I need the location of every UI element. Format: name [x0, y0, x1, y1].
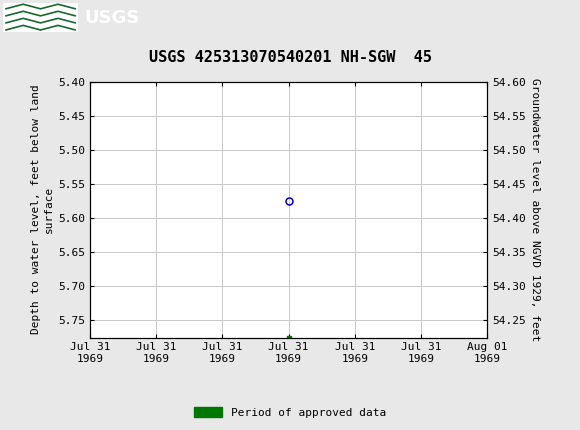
Text: USGS 425313070540201 NH-SGW  45: USGS 425313070540201 NH-SGW 45 [148, 49, 432, 64]
Legend: Period of approved data: Period of approved data [190, 403, 390, 422]
Bar [3, 3, 78, 32]
Text: USGS: USGS [84, 9, 139, 27]
Y-axis label: Depth to water level, feet below land
surface: Depth to water level, feet below land su… [31, 85, 54, 335]
Y-axis label: Groundwater level above NGVD 1929, feet: Groundwater level above NGVD 1929, feet [530, 78, 540, 341]
